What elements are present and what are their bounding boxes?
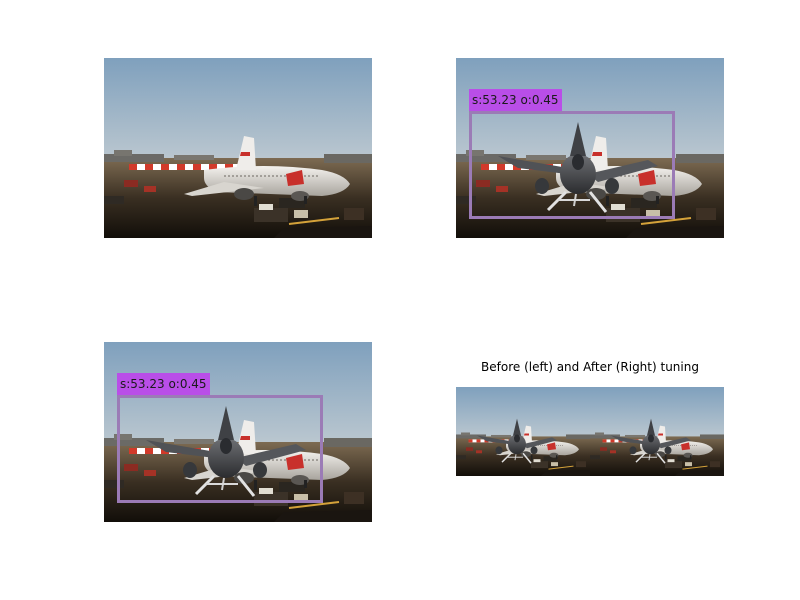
- detection-score-label-2: s:53.23 o:0.45: [117, 373, 210, 395]
- detection-panel-bottom-left: s:53.23 o:0.45: [104, 342, 372, 522]
- before-tuning-thumbnail: [456, 387, 590, 476]
- comparison-caption: Before (left) and After (Right) tuning: [481, 360, 699, 374]
- detection-bounding-box-2: [117, 395, 323, 503]
- airport-airliner-photo: [104, 58, 372, 238]
- original-image-panel: [104, 58, 372, 238]
- detection-bounding-box: [469, 111, 675, 219]
- comparison-panel: [456, 387, 724, 476]
- detection-panel-top-right: s:53.23 o:0.45: [456, 58, 724, 238]
- detection-score-label: s:53.23 o:0.45: [469, 89, 562, 111]
- after-tuning-thumbnail: [590, 387, 724, 476]
